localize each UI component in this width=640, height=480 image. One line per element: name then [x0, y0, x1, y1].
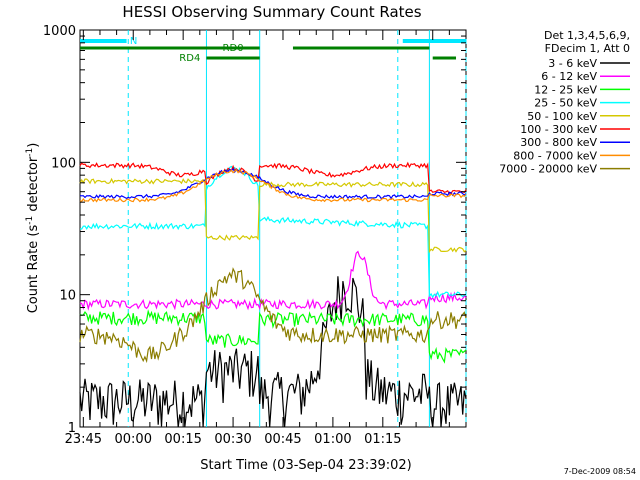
y-label-part3: ) [26, 143, 41, 148]
x-tick-label: 01:15 [364, 432, 401, 447]
night-label: N [130, 36, 137, 47]
y-label-sup2: -1 [25, 148, 35, 157]
series-line [79, 168, 467, 203]
x-tick-label: 00:30 [214, 432, 251, 447]
series-line [79, 177, 467, 254]
y-tick-label: 10 [59, 289, 76, 304]
legend-entry-label: 25 - 50 keV [534, 97, 597, 110]
overlay-layer: N RD0 RD4 [80, 30, 467, 427]
series-line [79, 276, 467, 428]
x-axis-label: Start Time (03-Sep-04 23:39:02) [200, 458, 411, 473]
legend-entry-label: 6 - 12 keV [541, 70, 597, 83]
y-label-part1: Count Rate (s [26, 225, 41, 314]
y-tick-label: 100 [51, 156, 76, 171]
axis-layer: 1 10 100 1000 23:45 00:00 00:15 00:30 00:45 01:00… [43, 24, 467, 447]
rd-flag-label: RD4 [179, 53, 200, 64]
series-line [79, 165, 467, 299]
legend-entry-label: 50 - 100 keV [527, 110, 597, 123]
x-tick-label: 00:45 [264, 432, 301, 447]
series-line [79, 267, 467, 364]
legend-title-line1: Det 1,3,4,5,6,9, [544, 29, 630, 42]
legend: Det 1,3,4,5,6,9, FDecim 1, Att 0 3 - 6 k… [499, 29, 630, 176]
plot-area: N RD0 RD4 1 10 100 1000 23:45 00:00 00:15 00:30 00… [43, 24, 467, 447]
series-line [79, 167, 467, 200]
legend-title-line2: FDecim 1, Att 0 [545, 42, 630, 55]
plot-frame [79, 29, 467, 428]
y-tick-label: 1000 [43, 24, 76, 39]
y-axis-label: Count Rate (s-1 detector-1) [25, 143, 41, 314]
series-line [79, 250, 467, 311]
chart-title: HESSI Observing Summary Count Rates [122, 3, 421, 21]
series-line [79, 309, 467, 364]
legend-entry-label: 100 - 300 keV [520, 123, 597, 136]
x-tick-label: 23:45 [65, 432, 102, 447]
y-label-sup1: -1 [25, 216, 35, 225]
x-tick-label: 00:00 [115, 432, 152, 447]
rd-flag-label: RD0 [223, 43, 244, 54]
footer-date: 7-Dec-2009 08:54 [564, 467, 636, 476]
legend-entry-label: 7000 - 20000 keV [499, 163, 597, 176]
series-layer [79, 161, 467, 428]
legend-entry-label: 300 - 800 keV [520, 136, 597, 149]
y-label-part2: detector [26, 156, 41, 216]
legend-entry-label: 3 - 6 keV [548, 57, 597, 70]
series-line [79, 161, 467, 195]
legend-entry-label: 12 - 25 keV [534, 83, 597, 96]
y-tick-label: 1 [68, 421, 76, 436]
x-tick-label: 01:00 [314, 432, 351, 447]
legend-entry-label: 800 - 7000 keV [513, 149, 597, 162]
x-tick-label: 00:15 [164, 432, 201, 447]
